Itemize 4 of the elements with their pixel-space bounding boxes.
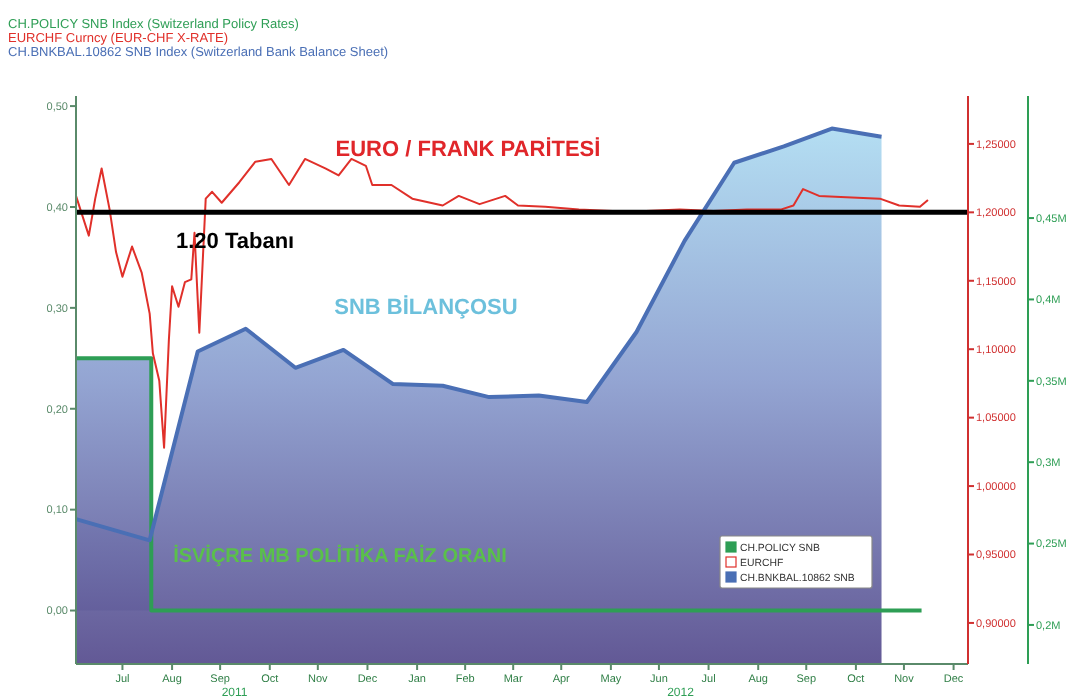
annotation: İSVİÇRE MB POLİTİKA FAİZ ORANI xyxy=(173,544,508,568)
annotation: EURO / FRANK PARİTESİ xyxy=(335,136,601,162)
line-series xyxy=(75,157,929,449)
annotation: SNB BİLANÇOSU xyxy=(334,294,518,320)
